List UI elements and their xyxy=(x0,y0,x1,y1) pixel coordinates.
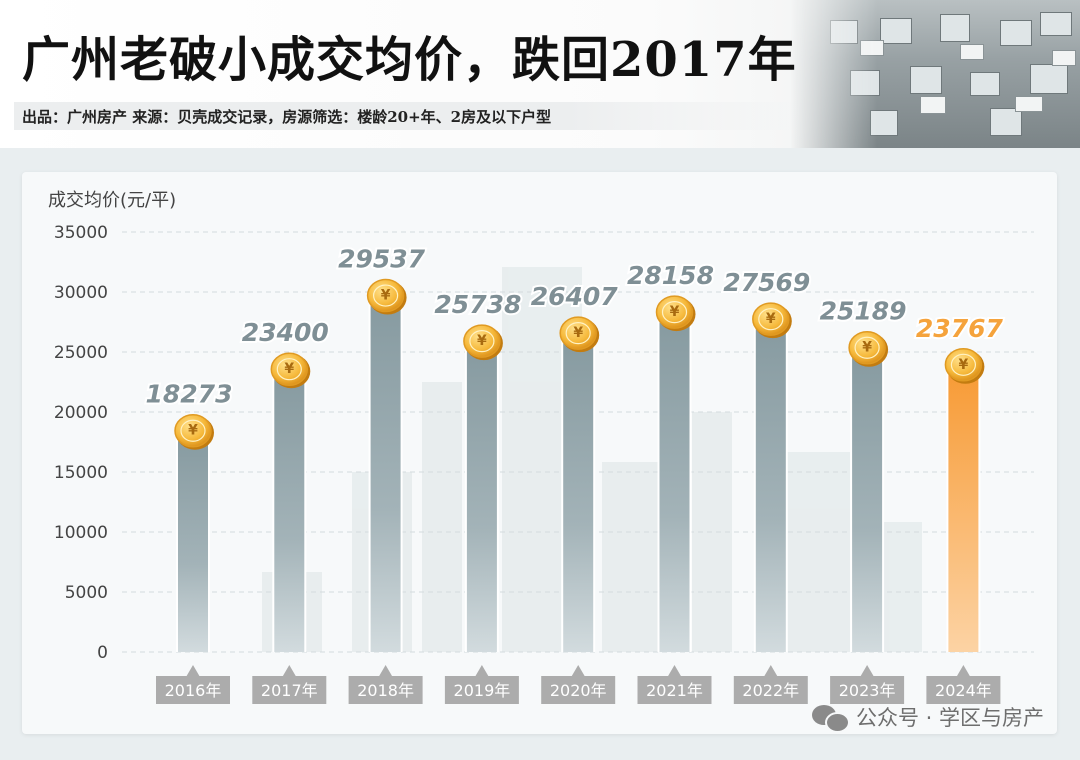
yuan-coin-icon: ¥ xyxy=(174,413,214,450)
y-tick-label: 5000 xyxy=(65,583,108,603)
air-conditioner-shape xyxy=(960,44,984,60)
bar-value-label: 26407 xyxy=(531,282,619,311)
x-tick: 2016年 xyxy=(156,665,230,704)
bar xyxy=(178,432,208,652)
page-subtitle: 出品：广州房产 来源：贝壳成交记录，房源筛选：楼龄20+年、2房及以下户型 xyxy=(22,108,552,126)
x-tick-label: 2020年 xyxy=(550,681,607,700)
bar xyxy=(563,335,594,652)
yuan-coin-icon: ¥ xyxy=(559,316,600,353)
y-tick-label: 20000 xyxy=(54,403,108,423)
coin-symbol: ¥ xyxy=(284,361,294,377)
bar-value-label: 28158 xyxy=(627,261,714,290)
air-conditioner-shape xyxy=(860,40,884,56)
x-tick: 2024年 xyxy=(926,665,1001,704)
air-conditioner-shape xyxy=(1015,96,1043,112)
bars: ¥18273 ¥23400 ¥29537 ¥25738 ¥26407 ¥28158 ¥275… xyxy=(144,243,1005,652)
x-tick-label: 2023年 xyxy=(839,681,896,700)
y-axis-title: 成交均价(元/平) xyxy=(48,190,176,211)
coin-symbol: ¥ xyxy=(766,311,776,327)
bar-value-label: 25738 xyxy=(434,290,521,319)
bar xyxy=(659,314,690,652)
window-shape xyxy=(1000,20,1032,46)
window-shape xyxy=(1030,64,1068,94)
window-shape xyxy=(870,110,898,136)
window-shape xyxy=(1040,12,1072,36)
y-tick-label: 25000 xyxy=(54,343,108,363)
coin-symbol: ¥ xyxy=(381,288,391,304)
x-axis-labels: 2016年 2017年 2018年 2019年 2020年 2021年 2022年 2023年… xyxy=(156,665,1001,704)
chart-panel: 成交均价(元/平) 0 5000 10000 15000 20000 25000 30000… xyxy=(22,172,1057,734)
yuan-coin-icon: ¥ xyxy=(752,302,792,339)
bar-value-label: 18273 xyxy=(146,380,233,409)
bar xyxy=(466,343,497,652)
y-tick-label: 30000 xyxy=(54,283,108,303)
watermark-text: 公众号 · 学区与房产 xyxy=(855,706,1044,730)
coin-symbol: ¥ xyxy=(670,304,680,320)
yuan-coin-icon: ¥ xyxy=(655,295,696,332)
yuan-coin-icon: ¥ xyxy=(848,330,889,367)
x-tick-label: 2022年 xyxy=(742,681,799,700)
x-tick-label: 2016年 xyxy=(165,681,222,700)
window-shape xyxy=(990,108,1022,136)
coin-symbol: ¥ xyxy=(959,357,969,373)
coin-symbol: ¥ xyxy=(477,333,487,349)
yuan-coin-icon: ¥ xyxy=(944,348,985,384)
bar-value-label: 23400 xyxy=(242,318,329,347)
x-tick: 2023年 xyxy=(830,665,905,704)
wechat-icon xyxy=(811,703,850,733)
bar-highlight xyxy=(948,366,979,652)
x-tick-label: 2024年 xyxy=(935,681,992,700)
window-shape xyxy=(850,70,880,96)
x-tick: 2017年 xyxy=(252,665,327,704)
y-tick-label: 10000 xyxy=(54,523,108,543)
window-shape xyxy=(970,72,1000,96)
bar-value-label: 25189 xyxy=(820,297,907,326)
x-tick: 2021年 xyxy=(637,665,712,704)
x-tick-label: 2019年 xyxy=(454,681,511,700)
bar xyxy=(370,297,401,652)
yuan-coin-icon: ¥ xyxy=(463,324,503,361)
y-tick-label: 0 xyxy=(97,643,108,663)
air-conditioner-shape xyxy=(1052,50,1076,66)
coin-symbol: ¥ xyxy=(573,325,583,341)
window-shape xyxy=(940,14,970,42)
bar xyxy=(274,371,305,652)
subtitle-bar xyxy=(14,102,804,130)
y-tick-label: 35000 xyxy=(54,223,108,243)
bar-value-label: 29537 xyxy=(338,245,426,274)
x-tick: 2019年 xyxy=(444,665,519,704)
y-axis-ticks: 0 5000 10000 15000 20000 25000 30000 35000 xyxy=(54,223,108,663)
x-tick-label: 2018年 xyxy=(357,681,414,700)
air-conditioner-shape xyxy=(920,96,946,114)
coin-symbol: ¥ xyxy=(862,340,872,356)
watermark: 公众号 · 学区与房产 xyxy=(811,702,1044,733)
x-tick-label: 2017年 xyxy=(261,681,318,700)
window-shape xyxy=(880,18,912,44)
window-shape xyxy=(830,20,858,44)
bar-value-label: 23767 xyxy=(916,314,1004,343)
header-banner: 广州老破小成交均价，跌回2017年 出品：广州房产 来源：贝壳成交记录，房源筛选… xyxy=(0,0,1080,148)
old-building-photo xyxy=(790,0,1080,148)
bar-chart: 成交均价(元/平) 0 5000 10000 15000 20000 25000 30000… xyxy=(48,190,1034,704)
bar xyxy=(852,349,883,652)
bar-value-label: 27569 xyxy=(723,268,810,297)
y-tick-label: 15000 xyxy=(54,463,108,483)
yuan-coin-icon: ¥ xyxy=(270,352,311,389)
window-shape xyxy=(910,66,942,94)
x-tick-label: 2021年 xyxy=(646,681,703,700)
yuan-coin-icon: ¥ xyxy=(366,278,407,315)
page-title: 广州老破小成交均价，跌回2017年 xyxy=(22,32,797,88)
bar xyxy=(755,321,786,652)
coin-symbol: ¥ xyxy=(188,423,198,439)
x-tick: 2018年 xyxy=(348,665,423,704)
x-tick: 2022年 xyxy=(733,665,808,704)
x-tick: 2020年 xyxy=(541,665,616,704)
